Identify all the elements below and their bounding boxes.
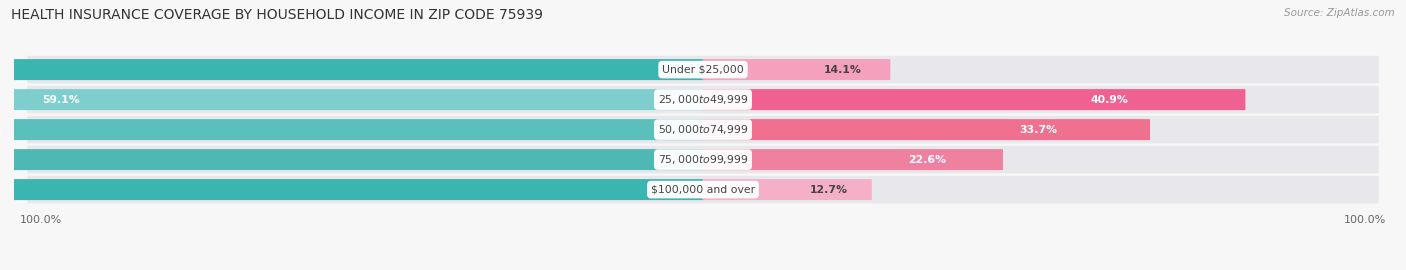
FancyBboxPatch shape: [0, 149, 703, 170]
FancyBboxPatch shape: [703, 89, 1246, 110]
FancyBboxPatch shape: [27, 56, 1379, 83]
Text: $75,000 to $99,999: $75,000 to $99,999: [658, 153, 748, 166]
FancyBboxPatch shape: [703, 149, 1002, 170]
FancyBboxPatch shape: [0, 59, 703, 80]
FancyBboxPatch shape: [27, 86, 1379, 113]
FancyBboxPatch shape: [0, 119, 703, 140]
FancyBboxPatch shape: [703, 59, 890, 80]
Text: $50,000 to $74,999: $50,000 to $74,999: [658, 123, 748, 136]
FancyBboxPatch shape: [27, 116, 1379, 143]
Text: Under $25,000: Under $25,000: [662, 65, 744, 75]
Text: 14.1%: 14.1%: [824, 65, 862, 75]
Text: 66.3%: 66.3%: [0, 124, 1, 135]
Text: 59.1%: 59.1%: [42, 94, 80, 104]
FancyBboxPatch shape: [0, 89, 703, 110]
Text: 12.7%: 12.7%: [810, 185, 848, 195]
FancyBboxPatch shape: [27, 176, 1379, 203]
FancyBboxPatch shape: [0, 179, 703, 200]
FancyBboxPatch shape: [703, 119, 1150, 140]
Text: 33.7%: 33.7%: [1019, 124, 1057, 135]
Text: $100,000 and over: $100,000 and over: [651, 185, 755, 195]
FancyBboxPatch shape: [703, 179, 872, 200]
Text: 40.9%: 40.9%: [1091, 94, 1129, 104]
FancyBboxPatch shape: [27, 146, 1379, 173]
Text: $25,000 to $49,999: $25,000 to $49,999: [658, 93, 748, 106]
Text: Source: ZipAtlas.com: Source: ZipAtlas.com: [1284, 8, 1395, 18]
Text: HEALTH INSURANCE COVERAGE BY HOUSEHOLD INCOME IN ZIP CODE 75939: HEALTH INSURANCE COVERAGE BY HOUSEHOLD I…: [11, 8, 543, 22]
Text: 22.6%: 22.6%: [908, 155, 946, 165]
